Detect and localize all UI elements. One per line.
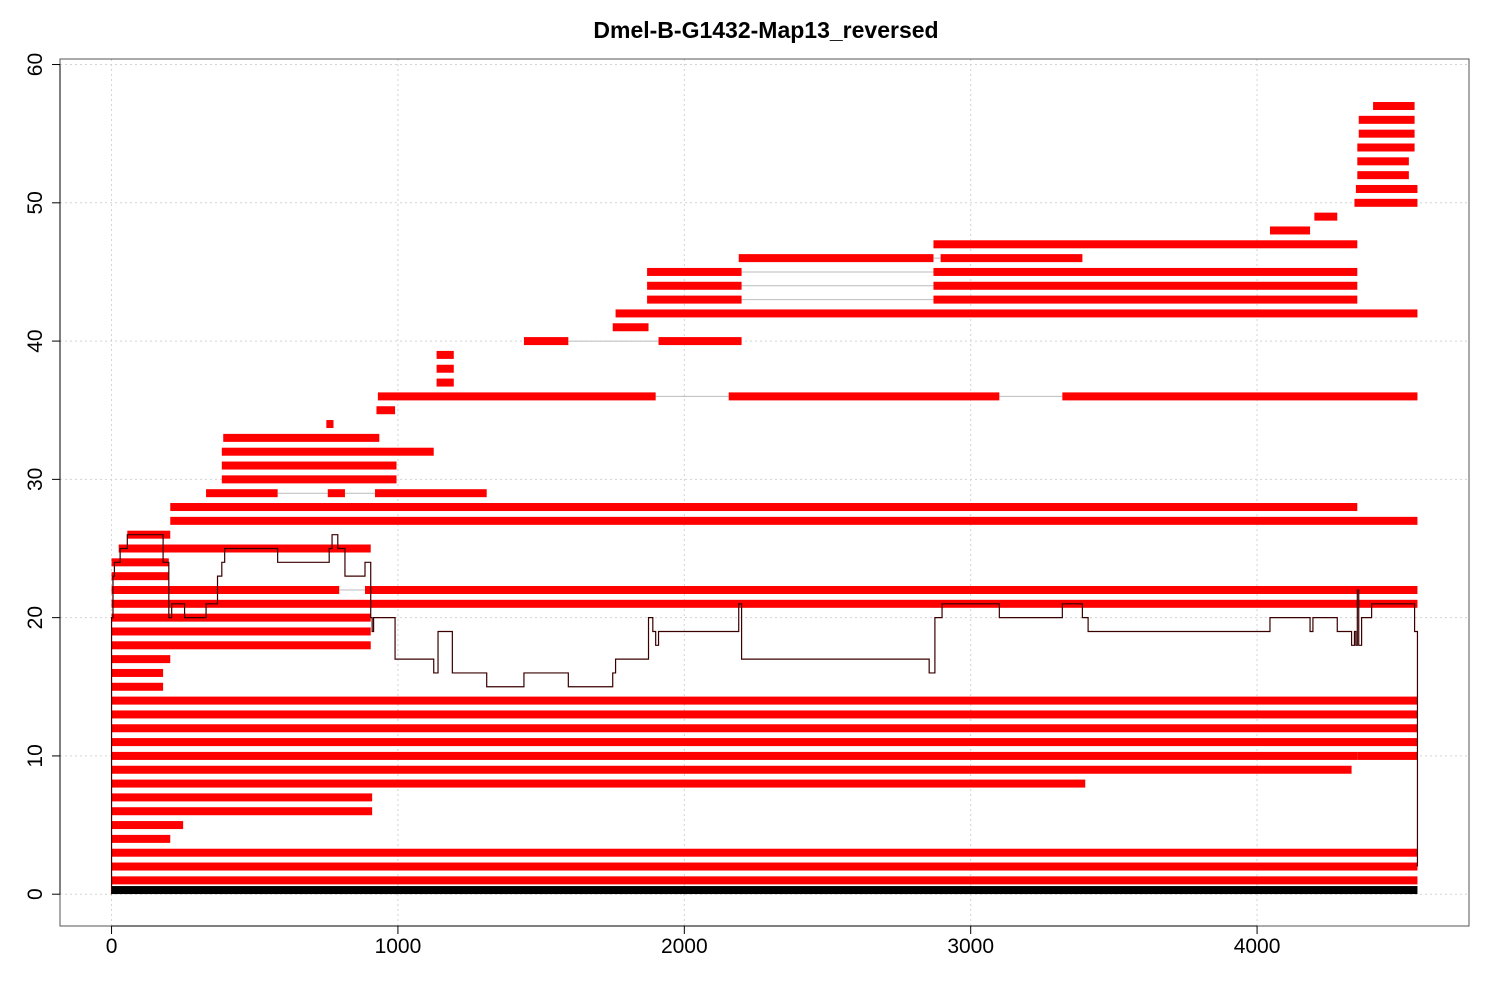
read-segment: [933, 281, 1358, 290]
x-tick-label: 3000: [947, 935, 994, 958]
read-segment: [523, 337, 569, 346]
read-segment: [612, 323, 649, 332]
reads: [111, 102, 1418, 885]
read-segment: [206, 489, 278, 498]
read-segment: [111, 834, 171, 843]
read-segment: [111, 627, 371, 636]
read-segment: [436, 378, 454, 387]
read-segment: [223, 433, 380, 442]
read-segment: [111, 738, 1418, 747]
read-segment: [436, 364, 454, 373]
chart-title: Dmel-B-G1432-Map13_reversed: [593, 17, 938, 43]
read-segment: [111, 779, 1086, 788]
y-tick-label: 60: [24, 53, 47, 76]
read-segment: [933, 240, 1358, 249]
read-segment: [1354, 198, 1418, 207]
read-segment: [327, 489, 345, 498]
read-segment: [111, 862, 1418, 871]
read-segment: [170, 503, 1358, 512]
read-segment: [111, 821, 184, 830]
read-segment: [111, 710, 1418, 719]
read-segment: [111, 599, 1418, 608]
read-segment: [111, 724, 1418, 733]
read-segment: [436, 350, 454, 359]
read-segment: [1357, 171, 1409, 180]
read-segment: [111, 807, 373, 816]
read-segment: [1314, 212, 1338, 221]
read-segment: [1269, 226, 1311, 235]
read-segment: [111, 558, 169, 567]
reference-bar: [111, 886, 1418, 895]
y-tick-label: 40: [24, 329, 47, 352]
read-segment: [738, 254, 934, 263]
read-segment: [1357, 157, 1409, 166]
read-segment: [375, 489, 487, 498]
read-segment: [111, 765, 1352, 774]
read-segment: [111, 751, 1358, 760]
read-segment: [111, 682, 164, 691]
coverage-line: [110, 534, 1419, 895]
read-segment: [111, 668, 164, 677]
read-segment: [647, 267, 742, 276]
read-gap-lines: [277, 257, 1063, 591]
x-tick-label: 4000: [1234, 935, 1281, 958]
read-segment: [364, 585, 1418, 594]
y-tick-label: 20: [24, 606, 47, 629]
read-segment: [377, 392, 656, 401]
y-tick-label: 50: [24, 191, 47, 214]
read-segment: [111, 641, 371, 650]
read-segment: [326, 420, 334, 429]
reference-track: [111, 886, 1418, 895]
read-segment: [1358, 115, 1415, 124]
y-tick-label: 30: [24, 468, 47, 491]
read-segment: [1355, 184, 1418, 193]
read-segment: [647, 295, 742, 304]
y-tick-label: 10: [24, 744, 47, 767]
read-segment: [111, 848, 1418, 857]
x-tick-label: 1000: [375, 935, 422, 958]
read-segment: [221, 447, 434, 456]
x-tick-label: 0: [106, 935, 118, 958]
read-segment: [221, 475, 397, 484]
read-segment: [111, 572, 169, 581]
read-segment: [658, 337, 742, 346]
read-segment: [647, 281, 742, 290]
read-segment: [221, 461, 397, 470]
read-segment: [111, 585, 340, 594]
read-segment: [1373, 102, 1415, 111]
read-segment: [1357, 143, 1415, 152]
read-segment: [1062, 392, 1418, 401]
read-segment: [1357, 751, 1418, 760]
y-axis: 0 10 20 30 40 50 60: [24, 53, 61, 900]
read-segment: [728, 392, 1000, 401]
read-segment: [170, 516, 1418, 525]
y-tick-label: 0: [24, 888, 47, 900]
read-segment: [933, 295, 1358, 304]
x-tick-label: 2000: [661, 935, 708, 958]
read-segment: [1358, 129, 1415, 138]
x-axis: 0 1000 2000 3000 4000: [106, 925, 1281, 958]
read-segment: [615, 309, 1418, 318]
read-segment: [376, 406, 396, 415]
read-segment: [933, 267, 1358, 276]
read-segment: [111, 696, 1418, 705]
read-segment: [111, 613, 371, 622]
read-segment: [940, 254, 1083, 263]
read-segment: [111, 793, 373, 802]
coverage-path: [110, 534, 1419, 895]
read-segment: [111, 876, 1418, 885]
read-segment: [111, 655, 171, 664]
